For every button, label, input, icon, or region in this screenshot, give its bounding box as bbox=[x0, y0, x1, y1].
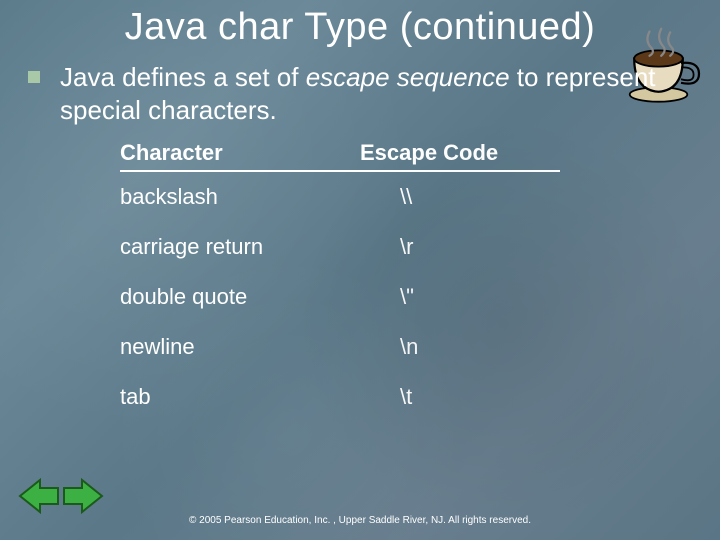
cell-code: \t bbox=[360, 384, 560, 410]
next-arrow-button[interactable] bbox=[62, 477, 104, 520]
copyright-footer: © 2005 Pearson Education, Inc. , Upper S… bbox=[0, 515, 720, 526]
table-header-row: Character Escape Code bbox=[120, 140, 560, 172]
cell-char: newline bbox=[120, 334, 360, 360]
header-escape-code: Escape Code bbox=[360, 140, 560, 166]
table-row: carriage return \r bbox=[120, 222, 560, 272]
bullet-icon bbox=[28, 71, 40, 83]
table-row: backslash \\ bbox=[120, 172, 560, 222]
body-paragraph: Java defines a set of escape sequence to… bbox=[0, 49, 720, 126]
table-row: double quote \" bbox=[120, 272, 560, 322]
body-prefix: Java defines a set of bbox=[60, 62, 306, 92]
prev-arrow-button[interactable] bbox=[18, 477, 60, 520]
table-row: tab \t bbox=[120, 372, 560, 422]
cell-char: double quote bbox=[120, 284, 360, 310]
cell-char: backslash bbox=[120, 184, 360, 210]
cell-char: tab bbox=[120, 384, 360, 410]
cell-code: \\ bbox=[360, 184, 560, 210]
body-italic: escape sequence bbox=[306, 62, 510, 92]
cell-code: \n bbox=[360, 334, 560, 360]
cell-code: \r bbox=[360, 234, 560, 260]
cell-char: carriage return bbox=[120, 234, 360, 260]
table-row: newline \n bbox=[120, 322, 560, 372]
header-character: Character bbox=[120, 140, 360, 166]
slide-title: Java char Type (continued) bbox=[0, 0, 720, 49]
cell-code: \" bbox=[360, 284, 560, 310]
nav-arrows bbox=[18, 477, 104, 520]
escape-table: Character Escape Code backslash \\ carri… bbox=[120, 140, 560, 422]
